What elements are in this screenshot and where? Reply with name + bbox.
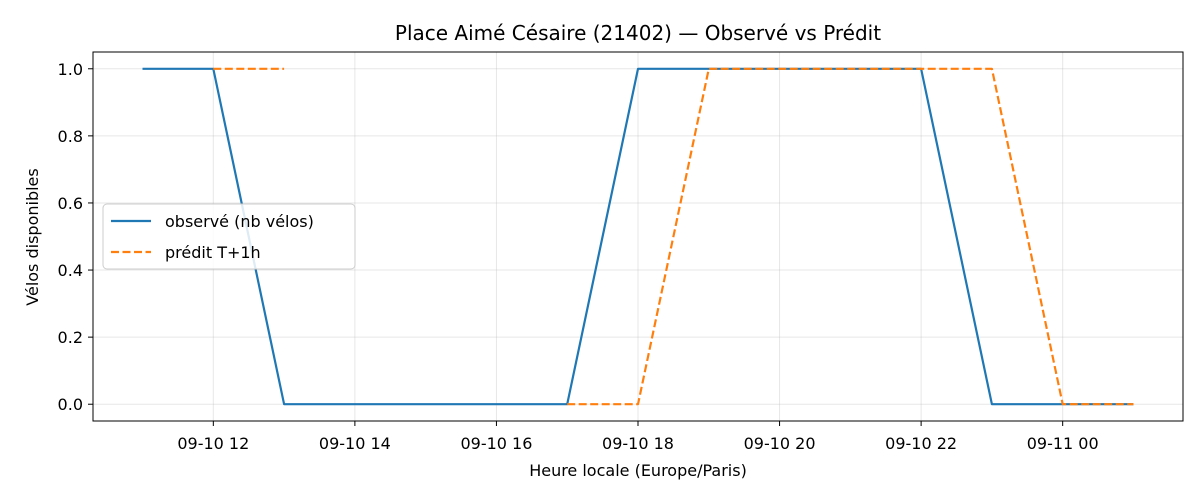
legend-box — [102, 203, 356, 270]
legend-label-observe: observé (nb vélos) — [165, 212, 314, 231]
legend-label-predit: prédit T+1h — [165, 243, 261, 262]
y-tick-label: 0.8 — [58, 127, 83, 146]
series-line-predit-2 — [567, 67, 1134, 406]
chart-title: Place Aimé Césaire (21402) — Observé vs … — [395, 21, 881, 45]
y-tick-label: 0.0 — [58, 395, 83, 414]
x-tick-label: 09-10 20 — [744, 434, 816, 453]
x-tick-label: 09-10 14 — [319, 434, 391, 453]
x-axis: 09-10 12 09-10 14 09-10 16 09-10 18 09-10 20… — [177, 421, 1099, 453]
y-tick-label: 1.0 — [58, 60, 83, 79]
y-axis-label: Vélos disponibles — [23, 168, 42, 305]
legend: observé (nb vélos) prédit T+1h — [102, 203, 356, 270]
y-axis: 0.0 0.2 0.4 0.6 0.8 1.0 — [58, 60, 93, 414]
series-line-observe-0 — [142, 67, 1134, 406]
x-tick-label: 09-10 22 — [885, 434, 957, 453]
y-tick-label: 0.2 — [58, 328, 83, 347]
y-tick-label: 0.4 — [58, 261, 83, 280]
series-layer — [142, 67, 1134, 406]
x-tick-label: 09-10 18 — [602, 434, 674, 453]
x-tick-label: 09-10 12 — [177, 434, 249, 453]
x-axis-label: Heure locale (Europe/Paris) — [529, 461, 747, 480]
x-tick-label: 09-11 00 — [1027, 434, 1099, 453]
y-tick-label: 0.6 — [58, 194, 83, 213]
x-tick-label: 09-10 16 — [460, 434, 532, 453]
